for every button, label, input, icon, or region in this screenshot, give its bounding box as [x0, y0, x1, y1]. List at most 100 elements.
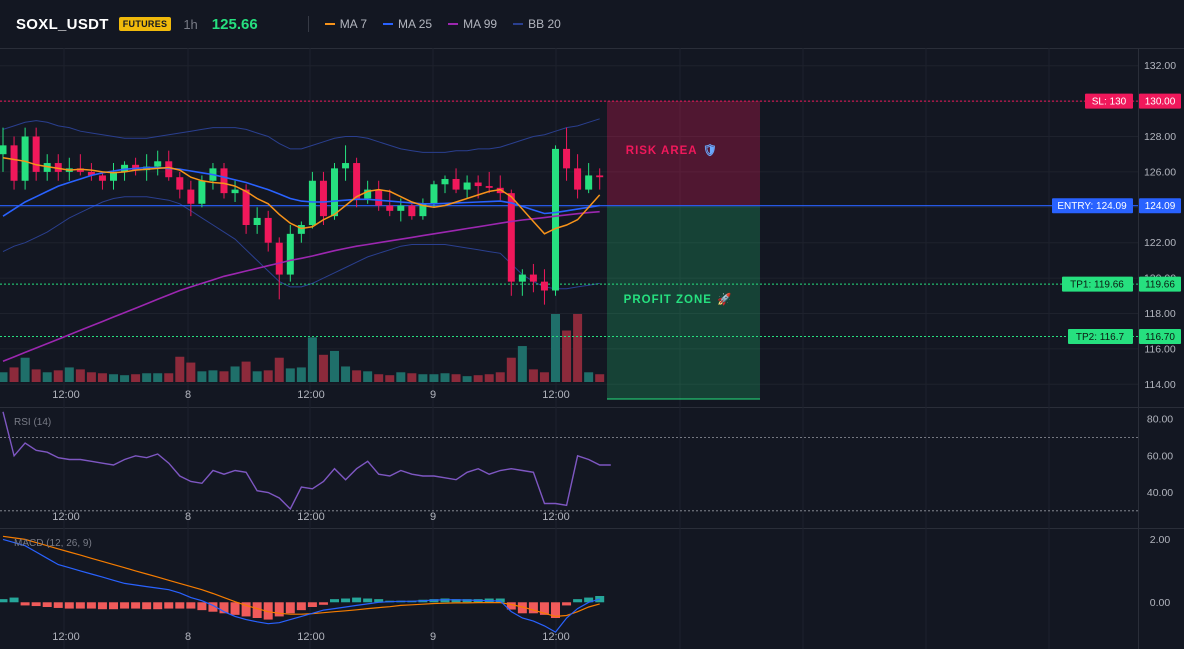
candle-body: [430, 184, 438, 204]
candle-body: [198, 180, 206, 204]
volume-bar: [407, 373, 417, 382]
candle-body: [585, 175, 593, 190]
macd-histogram-bar: [64, 602, 74, 609]
bb-upper-line: [2, 118, 600, 153]
candle-body: [275, 242, 283, 275]
macd-histogram-bar: [208, 602, 218, 612]
tp2-price-tag: 116.70: [1145, 332, 1175, 343]
time-tick-label: 12:00: [542, 631, 570, 643]
volume-bar: [0, 372, 8, 382]
macd-tick-label: 0.00: [1150, 597, 1171, 609]
candle-body: [342, 163, 350, 169]
candle-body: [253, 217, 261, 225]
macd-histogram-bar: [219, 602, 229, 614]
shield-icon: 🛡: [703, 143, 719, 157]
timeframe-label[interactable]: 1h: [183, 16, 198, 32]
volume-bar: [31, 369, 41, 382]
volume-bar: [440, 373, 450, 382]
rsi-tick-label: 60.00: [1147, 450, 1173, 462]
entry-tag: ENTRY: 124.09 124.09: [1052, 198, 1181, 214]
volume-bar: [473, 375, 483, 382]
time-tick-label: 12:00: [297, 511, 325, 523]
ma99-line: [2, 210, 600, 363]
volume-bar: [539, 372, 549, 382]
volume-bar: [109, 374, 118, 382]
macd-histogram-bar: [186, 602, 196, 609]
legend-swatch-ma99: [448, 23, 459, 25]
macd-line: [2, 538, 600, 633]
volume-bar: [330, 350, 339, 382]
candle-body: [375, 189, 383, 206]
macd-histogram-bar: [109, 602, 118, 610]
candle-body: [308, 180, 316, 225]
candle-body: [452, 178, 460, 190]
macd-histogram-bar: [307, 602, 317, 607]
price-tick-label: 128.00: [1144, 131, 1176, 143]
macd-histogram-bar: [97, 602, 107, 610]
price-tick-label: 126.00: [1144, 166, 1176, 178]
legend-ma7[interactable]: MA 7: [324, 17, 367, 31]
candle-body: [110, 171, 117, 181]
macd-histogram-bar: [131, 602, 141, 609]
volume-bars: [0, 314, 605, 382]
candle-body: [518, 274, 526, 282]
macd-histogram-bar: [0, 599, 8, 603]
legend-ma99[interactable]: MA 99: [448, 17, 497, 31]
time-tick-label: 12:00: [542, 389, 570, 401]
time-tick-label: 8: [185, 631, 191, 643]
macd-histogram-bar: [296, 602, 306, 611]
macd-histogram-bar: [573, 599, 583, 603]
candle-body: [286, 233, 294, 275]
volume-bar: [451, 374, 461, 382]
macd-histogram-bar: [241, 602, 251, 617]
time-tick-label: 9: [430, 511, 436, 523]
volume-bar: [9, 367, 19, 382]
macd-histogram-bar: [539, 602, 549, 615]
legend-bb20[interactable]: BB 20: [513, 17, 561, 31]
time-tick-label: 12:00: [542, 511, 570, 523]
volume-bar: [484, 374, 494, 382]
sl-price-box: [1139, 93, 1181, 109]
macd-histogram-bar: [120, 602, 130, 609]
macd-histogram-bar: [517, 602, 527, 614]
time-axes[interactable]: 12:00 8 12:00 9 12:00 12:00 8 12:00 9 12:00 12:00 8…: [52, 389, 570, 643]
price-tick-label: 122.00: [1144, 237, 1176, 249]
volume-bar: [86, 372, 96, 382]
volume-bar: [385, 375, 395, 382]
futures-badge: FUTURES: [118, 17, 172, 31]
moving-averages: [2, 156, 601, 363]
volume-bar: [495, 372, 505, 382]
macd-histogram-bar: [374, 599, 384, 603]
time-tick-label: 8: [185, 389, 191, 401]
time-tick-label: 12:00: [52, 631, 80, 643]
sl-label: SL: 130: [1092, 97, 1127, 108]
volume-bar: [296, 367, 306, 382]
risk-area-text: RISK AREA: [626, 145, 698, 157]
macd-histogram-bar: [341, 598, 351, 603]
macd-histogram-bar: [584, 597, 594, 603]
legend-ma25[interactable]: MA 25: [383, 17, 432, 31]
symbol-name[interactable]: SOXL_USDT: [16, 15, 109, 33]
time-tick-label: 12:00: [297, 389, 325, 401]
time-tick-label: 9: [430, 389, 436, 401]
last-price: 125.66: [211, 15, 258, 33]
entry-price-tag: 124.09: [1145, 201, 1176, 212]
candle-body: [319, 180, 327, 217]
candle-body: [574, 168, 582, 190]
macd-histogram-bar: [86, 602, 96, 609]
entry-label-box: [1052, 198, 1133, 214]
legend-swatch-bb20: [513, 23, 524, 25]
volume-bar: [164, 373, 174, 382]
volume-bar: [562, 330, 572, 382]
candle-body: [43, 163, 51, 172]
rocket-icon: 🚀: [717, 292, 732, 306]
candle-body: [98, 175, 106, 181]
macd-histogram-bar: [252, 602, 262, 618]
time-tick-label: 8: [185, 511, 191, 523]
macd-histogram-bar: [9, 597, 19, 603]
macd-histogram-bar: [528, 602, 538, 614]
volume-bar: [197, 371, 207, 382]
profit-zone: [607, 205, 760, 399]
volume-bar: [429, 374, 439, 382]
